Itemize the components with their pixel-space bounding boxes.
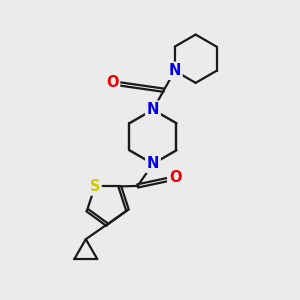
Text: S: S — [90, 179, 100, 194]
Text: O: O — [106, 75, 118, 90]
Text: O: O — [169, 170, 181, 185]
Text: N: N — [169, 63, 181, 78]
Text: N: N — [147, 102, 159, 117]
Text: N: N — [147, 156, 159, 171]
